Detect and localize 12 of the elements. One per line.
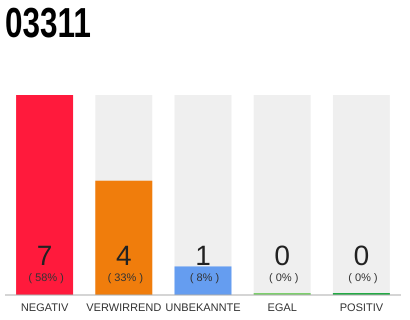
data-label: 7 ( 58% ) xyxy=(25,240,64,284)
data-label: 4 ( 33% ) xyxy=(104,240,144,284)
data-label: 0 ( 0% ) xyxy=(345,240,378,284)
x-tick-label: VERWIRREND xyxy=(86,302,162,314)
x-tick-label: EGAL xyxy=(268,302,297,314)
chart-title: 03311 xyxy=(5,0,91,46)
x-tick-label: POSITIV xyxy=(340,302,384,314)
data-label: 0 ( 0% ) xyxy=(266,240,298,284)
bar xyxy=(174,266,232,295)
data-label: 1 ( 8% ) xyxy=(186,240,220,284)
x-tick-label: UNBEKANNTE xyxy=(165,302,241,314)
x-tick-label: NEGATIV xyxy=(20,302,69,314)
